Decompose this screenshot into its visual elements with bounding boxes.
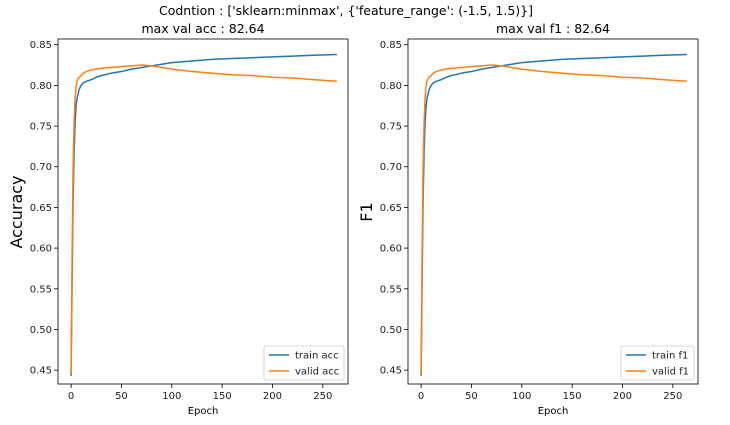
accuracy-plot-area xyxy=(57,38,349,385)
f1-x-tick: 50 xyxy=(465,384,478,402)
accuracy-x-tick-label: 200 xyxy=(263,391,282,402)
legend-label-train-f1: train f1 xyxy=(652,351,688,362)
f1-panel-title: max val f1 : 82.64 xyxy=(496,21,610,36)
accuracy-legend: train acc valid acc xyxy=(263,345,345,381)
accuracy-x-tick: 150 xyxy=(213,384,232,402)
f1-x-tick-label: 50 xyxy=(465,391,478,402)
accuracy-lines xyxy=(70,53,337,376)
f1-y-tick-label: 0.70 xyxy=(380,162,402,173)
f1-x-tick-label: 100 xyxy=(512,391,531,402)
f1-x-tick: 200 xyxy=(613,384,632,402)
f1-y-tick: 0.85 xyxy=(380,40,408,51)
legend-label-valid-acc: valid acc xyxy=(295,367,339,378)
series-line-train-f1 xyxy=(420,53,687,376)
series-line-train-acc xyxy=(70,53,337,376)
f1-y-tick-label: 0.60 xyxy=(380,244,402,255)
f1-y-tick: 0.80 xyxy=(380,81,408,92)
f1-y-tick: 0.55 xyxy=(380,284,408,295)
f1-y-tick-label: 0.55 xyxy=(380,284,402,295)
accuracy-x-tick-label: 100 xyxy=(162,391,181,402)
f1-x-tick-label: 250 xyxy=(663,391,682,402)
f1-legend: train f1 valid f1 xyxy=(620,345,695,381)
accuracy-x-tick-label: 250 xyxy=(313,391,332,402)
accuracy-x-ticks: 0 50 100 150 200 250 xyxy=(68,384,332,402)
accuracy-x-tick: 0 xyxy=(68,384,74,402)
f1-x-tick: 0 xyxy=(418,384,424,402)
f1-panel: max val f1 : 82.64 0 50 100 150 200 250 0.450… xyxy=(357,21,699,417)
accuracy-y-tick-label: 0.60 xyxy=(30,244,52,255)
accuracy-panel-title: max val acc : 82.64 xyxy=(141,21,264,36)
f1-x-axis-label: Epoch xyxy=(538,406,569,417)
accuracy-y-tick-label: 0.85 xyxy=(30,40,52,51)
f1-lines xyxy=(420,53,687,376)
accuracy-panel: max val acc : 82.64 0 50 100 150 200 250 0.45… xyxy=(7,21,349,417)
accuracy-y-tick-label: 0.50 xyxy=(30,325,52,336)
f1-y-tick: 0.65 xyxy=(380,203,408,214)
f1-plot-area xyxy=(407,38,699,385)
f1-y-tick: 0.60 xyxy=(380,244,408,255)
f1-x-tick: 100 xyxy=(512,384,531,402)
f1-y-tick: 0.50 xyxy=(380,325,408,336)
accuracy-y-tick-label: 0.75 xyxy=(30,122,52,133)
accuracy-y-tick: 0.85 xyxy=(30,40,58,51)
accuracy-y-axis-label: Accuracy xyxy=(7,175,26,248)
f1-x-tick-label: 200 xyxy=(613,391,632,402)
series-line-valid-f1 xyxy=(420,64,687,375)
accuracy-x-tick: 200 xyxy=(263,384,282,402)
accuracy-y-tick: 0.75 xyxy=(30,122,58,133)
accuracy-x-tick-label: 150 xyxy=(213,391,232,402)
f1-y-ticks: 0.45 0.50 0.55 0.60 0.65 0.70 0.75 0.80 0.85 xyxy=(380,40,408,377)
accuracy-y-tick: 0.80 xyxy=(30,81,58,92)
f1-y-tick: 0.45 xyxy=(380,366,408,377)
accuracy-y-tick: 0.65 xyxy=(30,203,58,214)
f1-y-tick-label: 0.45 xyxy=(380,366,402,377)
accuracy-y-tick-label: 0.65 xyxy=(30,203,52,214)
f1-y-tick-label: 0.85 xyxy=(380,40,402,51)
accuracy-y-tick: 0.55 xyxy=(30,284,58,295)
accuracy-y-tick-label: 0.55 xyxy=(30,284,52,295)
f1-x-tick: 150 xyxy=(563,384,582,402)
legend-label-valid-f1: valid f1 xyxy=(652,367,689,378)
f1-y-axis-label: F1 xyxy=(357,202,376,221)
accuracy-x-axis-label: Epoch xyxy=(188,406,219,417)
accuracy-y-tick-label: 0.80 xyxy=(30,81,52,92)
f1-y-tick: 0.70 xyxy=(380,162,408,173)
f1-x-ticks: 0 50 100 150 200 250 xyxy=(418,384,682,402)
accuracy-x-tick-label: 0 xyxy=(68,391,74,402)
f1-x-tick-label: 150 xyxy=(563,391,582,402)
f1-y-tick-label: 0.65 xyxy=(380,203,402,214)
accuracy-x-tick: 50 xyxy=(115,384,128,402)
f1-y-tick-label: 0.80 xyxy=(380,81,402,92)
accuracy-x-tick: 250 xyxy=(313,384,332,402)
accuracy-y-tick-label: 0.70 xyxy=(30,162,52,173)
figure-suptitle: Codntion : ['sklearn:minmax', {'feature_… xyxy=(159,3,533,18)
accuracy-y-tick: 0.70 xyxy=(30,162,58,173)
accuracy-y-tick: 0.45 xyxy=(30,366,58,377)
series-line-valid-acc xyxy=(70,64,337,375)
accuracy-y-tick-label: 0.45 xyxy=(30,366,52,377)
f1-x-tick: 250 xyxy=(663,384,682,402)
accuracy-y-tick: 0.60 xyxy=(30,244,58,255)
legend-label-train-acc: train acc xyxy=(295,351,339,362)
accuracy-y-ticks: 0.45 0.50 0.55 0.60 0.65 0.70 0.75 0.80 0.85 xyxy=(30,40,58,377)
accuracy-y-tick: 0.50 xyxy=(30,325,58,336)
f1-y-tick-label: 0.75 xyxy=(380,122,402,133)
f1-y-tick-label: 0.50 xyxy=(380,325,402,336)
f1-x-tick-label: 0 xyxy=(418,391,424,402)
f1-y-tick: 0.75 xyxy=(380,122,408,133)
accuracy-x-tick: 100 xyxy=(162,384,181,402)
accuracy-x-tick-label: 50 xyxy=(115,391,128,402)
